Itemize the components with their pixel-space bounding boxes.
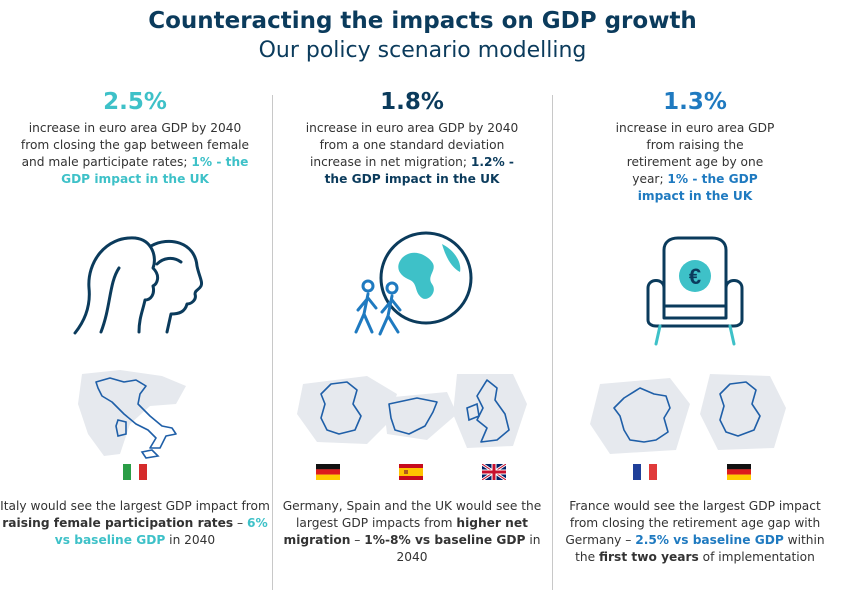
italy-flag-icon [123, 464, 147, 480]
stat-description: increase in euro area GDP by 2040 from a… [297, 120, 527, 188]
stat-description-highlight: 1% - the GDP impact in the UK [61, 155, 249, 186]
stat-value: 1.8% [380, 89, 444, 115]
spain-flag-icon [399, 464, 423, 480]
stat-description-text: increase in euro area GDP from raising t… [615, 121, 775, 186]
france-germany-maps [560, 364, 830, 468]
stat-value: 2.5% [103, 89, 167, 115]
text: Italy would see the largest GDP impact f… [0, 499, 270, 513]
germany-flag-icon [316, 464, 340, 480]
country-impact-text: France would see the largest GDP impact … [560, 498, 830, 566]
text: of implementation [698, 550, 815, 564]
stat-description-highlight: 1% - the GDP impact in the UK [637, 172, 758, 203]
text: in 2040 [165, 533, 216, 547]
stat-description-text: increase in euro area GDP by 2040 from c… [20, 121, 250, 169]
column-divider [552, 95, 553, 590]
text: within the [575, 533, 825, 564]
text: – [350, 533, 365, 547]
uk-flag-icon [481, 462, 507, 482]
text-bold: first two years [599, 550, 699, 564]
country-impact-text: Germany, Spain and the UK would see the … [277, 498, 547, 566]
svg-text:€: € [689, 264, 701, 289]
italy-map [0, 364, 270, 468]
armchair-euro-icon: € [560, 228, 830, 352]
text-highlight: 6% vs baseline GDP [54, 516, 268, 547]
text-bold: 1%-8% vs baseline GDP [364, 533, 526, 547]
column-female-participation: 2.5% increase in euro area GDP by 2040 f… [0, 88, 270, 598]
page-subtitle: Our policy scenario modelling [258, 38, 587, 63]
text: – [233, 516, 247, 530]
stat-value: 1.3% [663, 89, 727, 115]
text-highlight: 2.5% vs baseline GDP [635, 533, 784, 547]
globe-walkers-icon [277, 228, 547, 352]
text: France would see the largest GDP impact … [565, 499, 821, 547]
text-bold: raising female participation rates [2, 516, 234, 530]
column-divider [272, 95, 273, 590]
column-net-migration: 1.8% increase in euro area GDP by 2040 f… [277, 88, 547, 598]
header: Counteracting the impacts on GDP growth … [0, 6, 845, 66]
stat-description-highlight: 1.2% - the GDP impact in the UK [324, 155, 514, 186]
stat-description: increase in euro area GDP from raising t… [615, 120, 775, 205]
europe-maps [277, 364, 547, 468]
text: Germany, Spain and the UK would see the … [282, 499, 542, 530]
page-title: Counteracting the impacts on GDP growth [148, 8, 697, 34]
germany-flag-icon [727, 464, 751, 480]
text-bold: higher net migration [283, 516, 528, 547]
two-faces-icon [0, 228, 270, 342]
country-impact-text: Italy would see the largest GDP impact f… [0, 498, 270, 549]
text: in 2040 [396, 533, 541, 564]
stat-description: increase in euro area GDP by 2040 from c… [20, 120, 250, 188]
stat-description-text: increase in euro area GDP by 2040 from a… [305, 121, 519, 169]
france-flag-icon [633, 464, 657, 480]
column-retirement-age: 1.3% increase in euro area GDP from rais… [560, 88, 830, 598]
